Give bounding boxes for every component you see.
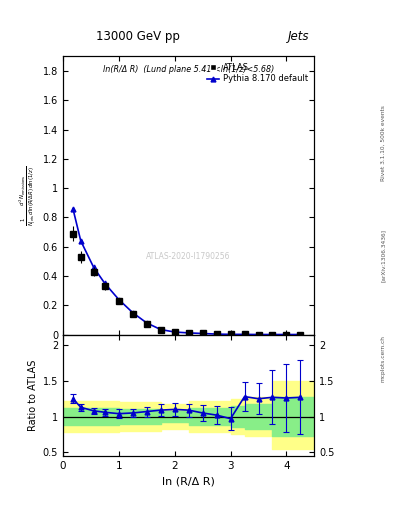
Y-axis label: $\frac{1}{N_\mathrm{jets}}\frac{d^2 N_\mathrm{emissions}}{d\ln(R/\Delta R)\,d\ln: $\frac{1}{N_\mathrm{jets}}\frac{d^2 N_\m… xyxy=(18,165,39,226)
Text: 13000 GeV pp: 13000 GeV pp xyxy=(95,30,180,44)
Text: ATLAS-2020-I1790256: ATLAS-2020-I1790256 xyxy=(146,252,231,261)
Text: [arXiv:1306.3436]: [arXiv:1306.3436] xyxy=(381,229,386,283)
Text: ln(R/Δ R)  (Lund plane 5.41 <ln(1/z)<5.68): ln(R/Δ R) (Lund plane 5.41 <ln(1/z)<5.68… xyxy=(103,65,274,74)
Text: Jets: Jets xyxy=(288,30,309,44)
Text: mcplots.cern.ch: mcplots.cern.ch xyxy=(381,335,386,382)
Y-axis label: Ratio to ATLAS: Ratio to ATLAS xyxy=(28,359,39,431)
Text: Rivet 3.1.10, 500k events: Rivet 3.1.10, 500k events xyxy=(381,105,386,181)
X-axis label: ln (R/Δ R): ln (R/Δ R) xyxy=(162,476,215,486)
Legend: ATLAS, Pythia 8.170 default: ATLAS, Pythia 8.170 default xyxy=(204,60,310,86)
